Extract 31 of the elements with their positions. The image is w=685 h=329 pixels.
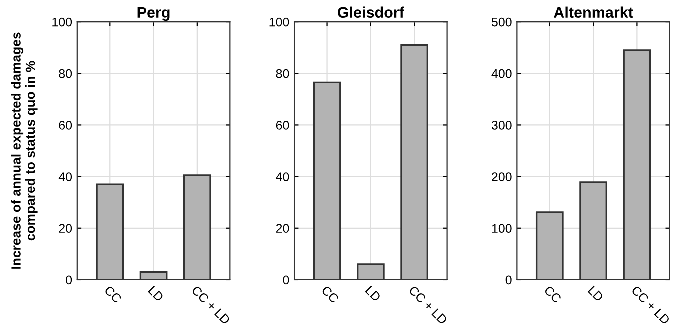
y-tick-label: 60 xyxy=(59,121,72,130)
x-tick-label: CC + LD xyxy=(408,286,448,326)
y-tick-label: 40 xyxy=(58,172,72,182)
y-tick-label: 100 xyxy=(492,224,512,234)
y-tick-label: 40 xyxy=(276,172,290,182)
y-tick-label: 100 xyxy=(270,18,290,27)
y-tick-label: 0 xyxy=(506,276,512,285)
y-tick-label: 20 xyxy=(59,224,72,234)
y-tick-label: 400 xyxy=(492,69,512,78)
x-tick-label: CC xyxy=(104,286,122,304)
y-tick-label: 300 xyxy=(492,121,512,130)
y-tick-label: 80 xyxy=(276,69,290,78)
x-tick-label: CC xyxy=(321,286,340,304)
y-tick-label: 0 xyxy=(66,276,72,285)
x-tick-label: CC xyxy=(544,286,562,304)
chart-title: Perg xyxy=(138,7,170,22)
x-tick-label: CC + LD xyxy=(191,286,231,326)
chart-title: Gleisdorf xyxy=(338,6,404,18)
y-tick-label: 60 xyxy=(276,121,290,130)
y-tick-label: 20 xyxy=(276,224,290,234)
y-tick-label: 100 xyxy=(52,18,72,27)
x-tick-label: LD xyxy=(148,286,164,302)
y-axis-title: Increase of annual expected damages compared to status quo in % xyxy=(11,32,38,269)
x-tick-label: CC + LD xyxy=(631,286,671,326)
x-tick-label: LD xyxy=(365,286,382,302)
y-tick-label: 500 xyxy=(492,18,512,27)
x-tick-label: LD xyxy=(588,286,604,302)
chart-title: Altenmarkt xyxy=(554,6,634,18)
y-tick-label: 0 xyxy=(283,276,290,285)
y-tick-label: 200 xyxy=(492,172,512,182)
y-tick-label: 80 xyxy=(59,69,72,78)
